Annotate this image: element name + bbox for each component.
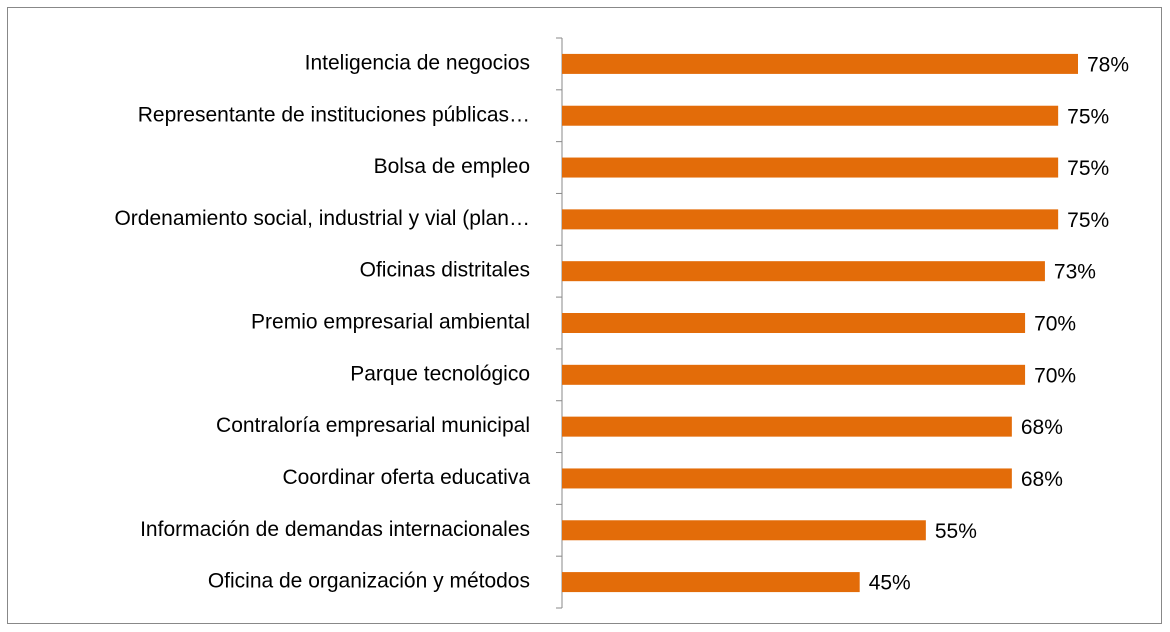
bar bbox=[562, 209, 1059, 230]
category-label: Representante de instituciones públicas… bbox=[138, 103, 530, 126]
value-label: 55% bbox=[935, 520, 977, 543]
category-label: Ordenamiento social, industrial y vial (… bbox=[114, 207, 530, 230]
bar bbox=[562, 416, 1012, 437]
value-label: 45% bbox=[869, 572, 911, 595]
category-label: Contraloría empresarial municipal bbox=[216, 414, 530, 437]
value-label: 70% bbox=[1034, 364, 1076, 387]
category-label: Coordinar oferta educativa bbox=[283, 466, 531, 489]
bar bbox=[562, 105, 1059, 126]
bar bbox=[562, 261, 1045, 282]
value-label: 75% bbox=[1067, 209, 1109, 232]
value-label: 68% bbox=[1021, 416, 1063, 439]
value-label: 78% bbox=[1087, 53, 1129, 76]
category-label: Premio empresarial ambiental bbox=[251, 311, 530, 334]
bar bbox=[562, 520, 926, 541]
bar bbox=[562, 157, 1059, 178]
category-label: Información de demandas internacionales bbox=[140, 518, 530, 541]
value-label: 70% bbox=[1034, 313, 1076, 336]
bar bbox=[562, 313, 1026, 333]
bar bbox=[562, 53, 1078, 74]
category-label: Parque tecnológico bbox=[350, 362, 530, 385]
value-label: 75% bbox=[1067, 105, 1109, 128]
category-label: Oficinas distritales bbox=[360, 259, 530, 282]
category-label: Inteligencia de negocios bbox=[305, 51, 530, 74]
value-label: 68% bbox=[1021, 468, 1063, 491]
value-label: 75% bbox=[1067, 157, 1109, 180]
value-label: 73% bbox=[1054, 261, 1096, 284]
bar bbox=[562, 572, 860, 593]
category-label: Oficina de organización y métodos bbox=[208, 570, 530, 593]
bar bbox=[562, 468, 1012, 489]
bar bbox=[562, 364, 1026, 385]
category-label: Bolsa de empleo bbox=[374, 155, 530, 178]
